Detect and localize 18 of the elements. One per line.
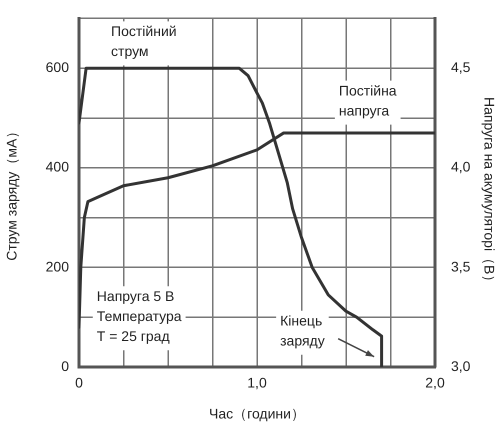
x-axis-title: Час（години） [209, 405, 305, 422]
y2-tick-label: 4,5 [451, 59, 471, 76]
y-tick-label: 400 [46, 158, 70, 175]
y2-tick-label: 3,0 [451, 358, 471, 374]
y-tick-label: 600 [46, 59, 70, 76]
x-tick-label: 1,0 [247, 374, 267, 390]
y2-tick-label: 4,0 [451, 158, 471, 175]
y2-axis-title: Напруга на акумуляторі（В） [482, 96, 498, 288]
y2-tick-label: 3,5 [451, 258, 471, 274]
x-tick-label: 2,0 [425, 374, 445, 390]
y-axis-title: Струм заряду（мА） [3, 124, 20, 261]
annotation: Постійна напруга [338, 82, 397, 118]
annotation: Постійний струм [111, 23, 177, 60]
annotation: Напруга 5 В Температура Т = 25 град [96, 288, 182, 344]
x-tick-label: 0 [75, 374, 84, 390]
y-tick-label: 0 [61, 358, 70, 374]
y-tick-label: 200 [46, 258, 70, 274]
annotation: Кінець заряду [280, 312, 325, 349]
